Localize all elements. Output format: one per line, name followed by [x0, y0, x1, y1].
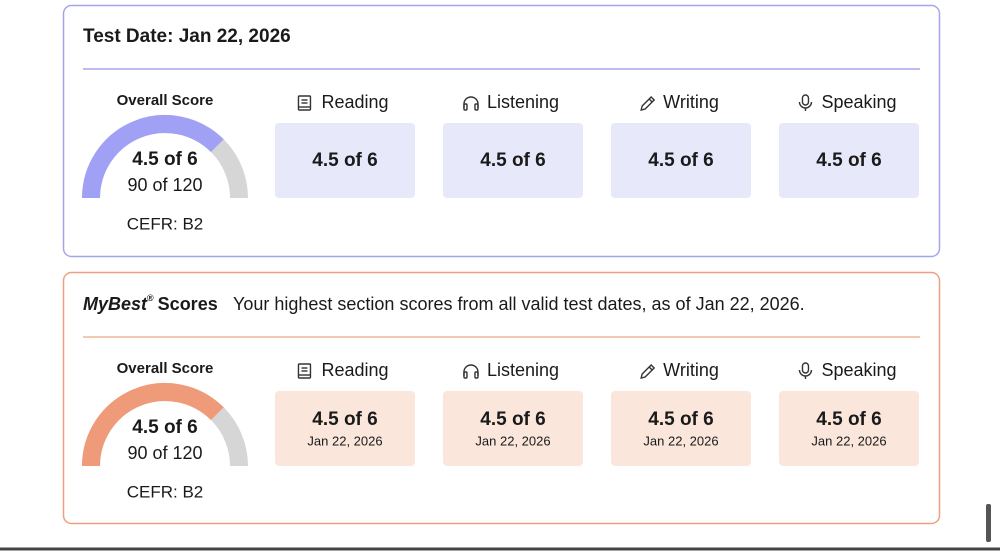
score-box [275, 123, 415, 198]
section-name: Reading [321, 92, 388, 112]
section-date: Jan 22, 2026 [307, 433, 382, 448]
section-name: Speaking [821, 92, 896, 112]
section-icon [463, 96, 479, 111]
score-box [779, 391, 919, 466]
score-box [611, 123, 751, 198]
section-score: 4.5 of 6 [648, 150, 713, 171]
overall-band: 4.5 of 6 [132, 417, 197, 438]
section-score: 4.5 of 6 [480, 150, 545, 171]
brand: MyBest [83, 294, 148, 314]
section-name: Speaking [821, 360, 896, 380]
icon-part [798, 369, 813, 379]
overall-label: Overall Score [117, 92, 214, 109]
section-icon [798, 362, 813, 379]
cefr-level: CEFR: B2 [127, 482, 204, 501]
scrollbar[interactable] [986, 504, 991, 542]
section-icon [640, 364, 656, 379]
score-box [779, 123, 919, 198]
icon-part [801, 94, 810, 106]
card-title: Test Date: Jan 22, 2026 [83, 26, 291, 47]
icon-part [801, 362, 810, 374]
section-icon [640, 96, 656, 111]
description: Your highest section scores from all val… [233, 294, 805, 314]
section-icon [297, 363, 312, 379]
icon-part [474, 371, 479, 379]
card-title: MyBest® Scores [83, 293, 218, 313]
section-score: 4.5 of 6 [816, 409, 881, 430]
score-box [443, 123, 583, 198]
score-box [443, 391, 583, 466]
section-score: 4.5 of 6 [648, 409, 713, 430]
gauge-fill [82, 115, 224, 199]
overall-band: 4.5 of 6 [132, 149, 197, 170]
overall-total: 90 of 120 [127, 175, 202, 195]
section-icon [798, 94, 813, 111]
icon-part [297, 363, 312, 379]
icon-part [463, 364, 479, 376]
section-icon [297, 95, 312, 111]
section-name: Reading [321, 360, 388, 380]
overall-total: 90 of 120 [127, 443, 202, 463]
score-box [275, 391, 415, 466]
cefr-level: CEFR: B2 [127, 214, 204, 233]
section-date: Jan 22, 2026 [811, 433, 886, 448]
trademark: ® [147, 293, 154, 303]
gauge-fill [82, 383, 224, 467]
section-date: Jan 22, 2026 [643, 433, 718, 448]
icon-part [463, 103, 468, 111]
icon-part [640, 96, 656, 111]
section-score: 4.5 of 6 [312, 409, 377, 430]
icon-part [463, 371, 468, 379]
section-score: 4.5 of 6 [816, 150, 881, 171]
icon-part [474, 103, 479, 111]
section-name: Writing [663, 360, 719, 380]
section-date: Jan 22, 2026 [475, 433, 550, 448]
score-box [611, 391, 751, 466]
section-name: Writing [663, 92, 719, 112]
icon-part [640, 364, 656, 379]
section-name: Listening [487, 360, 559, 380]
icon-part [463, 96, 479, 108]
overall-label: Overall Score [117, 360, 214, 377]
section-score: 4.5 of 6 [312, 150, 377, 171]
title-rest: Scores [158, 294, 218, 314]
section-icon [463, 364, 479, 379]
section-name: Listening [487, 92, 559, 112]
icon-part [798, 101, 813, 111]
icon-part [297, 95, 312, 111]
section-score: 4.5 of 6 [480, 409, 545, 430]
